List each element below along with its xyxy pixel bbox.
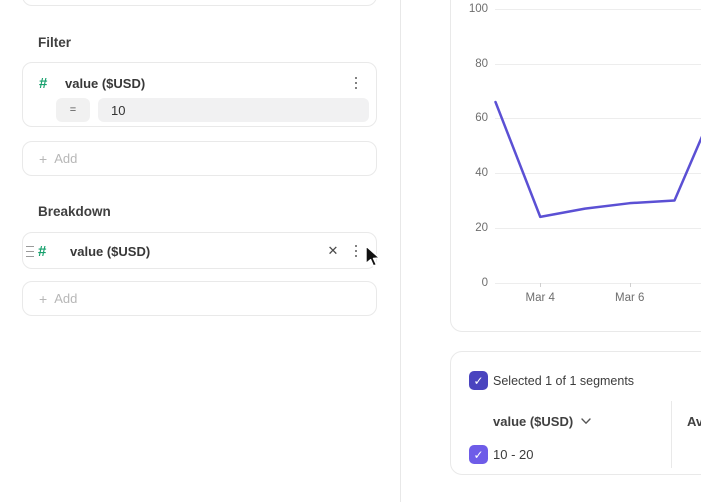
x-axis-tick-mark bbox=[629, 282, 631, 287]
segment-column-header[interactable]: value ($USD) bbox=[493, 414, 591, 429]
chart-gridline bbox=[495, 9, 701, 10]
filter-item-card: # value ($USD) = bbox=[22, 62, 377, 127]
breakdown-heading: Breakdown bbox=[38, 204, 111, 219]
breakdown-property-label: value ($USD) bbox=[70, 243, 151, 259]
segment-row-checkbox[interactable]: ✓ bbox=[469, 445, 488, 464]
plus-icon: + bbox=[39, 150, 48, 167]
y-axis-tick-label: 100 bbox=[468, 3, 488, 15]
breakdown-property-row[interactable]: # value ($USD) ✕ bbox=[23, 240, 376, 262]
numeric-property-hash-icon: # bbox=[38, 242, 47, 260]
line-chart-card: 0 20 40 60 80 100 Mar 4 Mar 6 bbox=[450, 0, 701, 332]
add-filter-button[interactable]: + Add bbox=[22, 141, 377, 176]
chart-gridline bbox=[495, 118, 701, 120]
segments-card: ✓ Selected 1 of 1 segments value ($USD) … bbox=[450, 351, 701, 475]
breakdown-kebab-menu-icon[interactable] bbox=[348, 240, 364, 262]
y-axis-tick-label: 40 bbox=[475, 167, 488, 180]
segment-row-label: 10 - 20 bbox=[493, 447, 534, 462]
plus-icon: + bbox=[39, 290, 48, 307]
x-axis-tick-mark bbox=[540, 282, 542, 287]
series-line[interactable] bbox=[494, 97, 701, 219]
numeric-property-hash-icon: # bbox=[39, 74, 48, 92]
add-breakdown-button[interactable]: + Add bbox=[22, 281, 377, 316]
drag-handle-icon[interactable] bbox=[26, 246, 34, 257]
chart-gridline bbox=[495, 173, 701, 175]
line-series-svg bbox=[494, 97, 701, 219]
chart-gridline bbox=[495, 282, 701, 284]
y-axis-tick-label: 20 bbox=[475, 221, 488, 234]
filter-property-row[interactable]: # value ($USD) bbox=[23, 72, 376, 94]
filter-kebab-menu-icon[interactable] bbox=[348, 72, 364, 94]
chart-gridline bbox=[495, 63, 701, 65]
breakdown-item-card: # value ($USD) ✕ bbox=[22, 232, 377, 269]
panel-divider bbox=[400, 0, 401, 502]
add-filter-label: Add bbox=[54, 151, 78, 166]
table-column-divider bbox=[671, 401, 672, 468]
x-axis-tick-label: Mar 6 bbox=[615, 291, 645, 304]
y-axis-tick-label: 60 bbox=[475, 112, 488, 125]
remove-breakdown-icon[interactable]: ✕ bbox=[327, 243, 339, 258]
chevron-down-icon bbox=[581, 418, 591, 424]
y-axis-tick-label: 80 bbox=[475, 57, 488, 70]
metric-column-header-truncated: Av bbox=[687, 414, 701, 429]
selected-segments-summary: Selected 1 of 1 segments bbox=[493, 374, 635, 388]
select-all-segments-checkbox[interactable]: ✓ bbox=[469, 371, 488, 390]
filter-operator-button[interactable]: = bbox=[56, 98, 90, 122]
checkmark-icon: ✓ bbox=[473, 447, 484, 462]
filter-property-label: value ($USD) bbox=[65, 75, 146, 91]
filter-value-input[interactable] bbox=[98, 98, 369, 122]
filter-heading: Filter bbox=[38, 35, 72, 50]
y-axis-tick-label: 0 bbox=[481, 276, 488, 289]
previous-card-bottom-edge bbox=[22, 0, 377, 6]
checkmark-icon: ✓ bbox=[473, 373, 484, 388]
add-breakdown-label: Add bbox=[54, 291, 78, 306]
x-axis-tick-label: Mar 4 bbox=[525, 291, 555, 304]
chart-gridline bbox=[495, 227, 701, 229]
